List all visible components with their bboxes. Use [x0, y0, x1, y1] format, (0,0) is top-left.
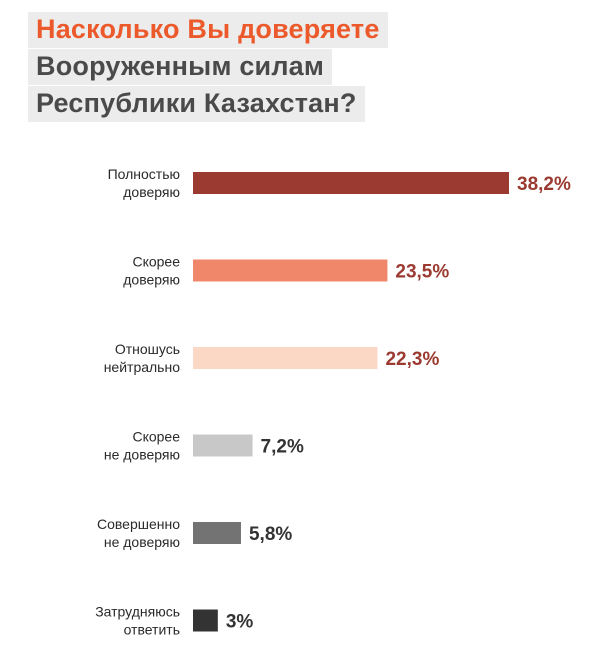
bar-3 [193, 434, 253, 457]
value-label-1: 23,5% [395, 262, 449, 283]
bar-0 [193, 172, 509, 194]
chart-title: Насколько Вы доверяете Вооруженным силам… [28, 12, 388, 123]
value-label-3: 7,2% [261, 437, 304, 458]
bar-chart: 38,2% Полностью доверяю 23,5% Скорее доверяю 2… [95, 166, 571, 638]
category-label-0: Полностью доверяю [108, 166, 180, 200]
value-label-0: 38,2% [517, 174, 571, 195]
bar-1 [193, 259, 388, 282]
title-line-2: Вооруженным силам [28, 49, 333, 85]
category-label-2: Отношусь нейтрально [104, 341, 181, 375]
bar-5 [193, 609, 218, 632]
category-label-4: Совершенно не доверяю [97, 516, 180, 550]
value-label-5: 3% [226, 612, 254, 633]
title-line-3: Республики Казахстан? [28, 86, 365, 122]
bar-4 [193, 522, 241, 544]
bar-2 [193, 347, 378, 369]
category-label-5: Затрудняюсь ответить [95, 604, 180, 638]
value-label-2: 22,3% [385, 349, 439, 370]
category-label-3: Скорее не доверяю [104, 429, 180, 463]
title-line-1: Насколько Вы доверяете [28, 12, 388, 48]
category-label-1: Скорее доверяю [123, 254, 180, 288]
value-label-4: 5,8% [249, 524, 292, 545]
